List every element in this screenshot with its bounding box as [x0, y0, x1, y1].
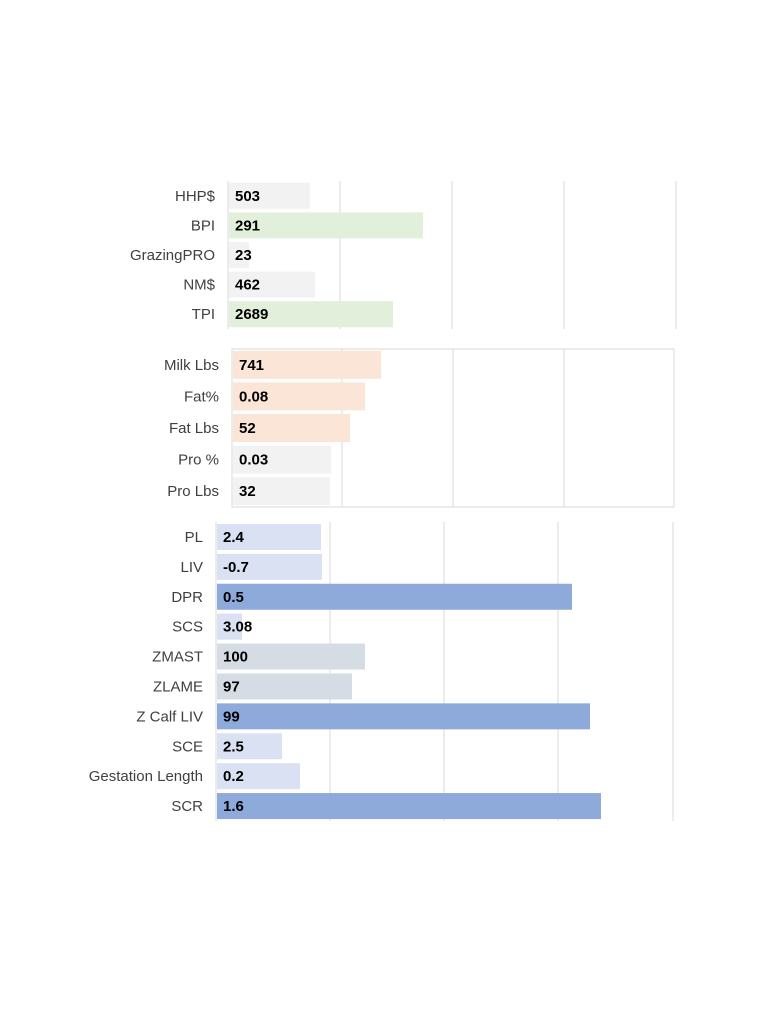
bar: [233, 414, 350, 442]
data-label: 2.4: [223, 529, 245, 546]
data-label: -0.7: [223, 559, 249, 576]
data-label: 0.2: [223, 768, 244, 785]
data-label: 23: [235, 247, 252, 264]
data-label: 3.08: [223, 619, 252, 636]
bar: [217, 613, 242, 640]
category-label: HHP$: [175, 188, 216, 205]
category-label: NM$: [183, 277, 215, 294]
data-label: 0.5: [223, 589, 244, 606]
bar: [233, 445, 331, 474]
bar: [217, 703, 590, 730]
data-label: 32: [239, 483, 256, 500]
bar: [217, 643, 365, 670]
bar: [217, 733, 282, 760]
data-label: 503: [235, 188, 260, 205]
category-label: Gestation Length: [89, 768, 203, 785]
bar: [229, 242, 249, 268]
category-label: PL: [185, 529, 203, 546]
bar: [229, 212, 423, 239]
category-label: TPI: [192, 306, 215, 323]
bar: [233, 350, 381, 379]
category-label: Fat Lbs: [169, 420, 219, 437]
data-label: 741: [239, 357, 264, 374]
category-label: Milk Lbs: [164, 357, 219, 374]
data-label: 0.08: [239, 388, 268, 405]
category-label: DPR: [171, 589, 203, 606]
data-label: 99: [223, 708, 240, 725]
chart-panel-1: HHP$ 503 BPI 291 GrazingPRO 23 NM$ 462 TPI 2689: [130, 181, 677, 329]
category-label: Z Calf LIV: [136, 708, 203, 725]
bar: [233, 477, 330, 506]
data-label: 1.6: [223, 798, 244, 815]
category-label: Fat%: [184, 388, 219, 405]
bar: [217, 763, 300, 790]
chart-panel-3: PL 2.4 LIV -0.7 DPR 0.5 SCS 3.08 ZMAST 100 ZLAME 97…: [89, 522, 674, 821]
data-label: 97: [223, 678, 240, 695]
bar: [217, 583, 572, 610]
bar: [229, 271, 315, 298]
bar: [217, 553, 322, 580]
category-label: SCE: [172, 738, 203, 755]
category-label: SCS: [172, 619, 203, 636]
category-label: Pro Lbs: [167, 483, 219, 500]
bar: [229, 182, 310, 209]
data-label: 0.03: [239, 452, 268, 469]
bar: [229, 301, 393, 328]
data-label: 2689: [235, 306, 268, 323]
category-label: GrazingPRO: [130, 247, 215, 264]
category-label: SCR: [171, 798, 203, 815]
data-label: 291: [235, 217, 260, 234]
bar: [233, 382, 365, 411]
category-label: ZLAME: [153, 678, 203, 695]
chart-panel-2: Milk Lbs 741 Fat% 0.08 Fat Lbs 52 Pro % 0.03 Pro…: [164, 348, 675, 508]
bar: [217, 523, 321, 550]
bar: [217, 793, 601, 820]
category-label: LIV: [180, 559, 203, 576]
data-label: 100: [223, 649, 248, 666]
category-label: BPI: [191, 217, 215, 234]
data-label: 52: [239, 420, 256, 437]
category-label: Pro %: [178, 452, 219, 469]
category-label: ZMAST: [152, 649, 203, 666]
bar: [217, 673, 352, 700]
data-label: 2.5: [223, 738, 244, 755]
data-label: 462: [235, 277, 260, 294]
